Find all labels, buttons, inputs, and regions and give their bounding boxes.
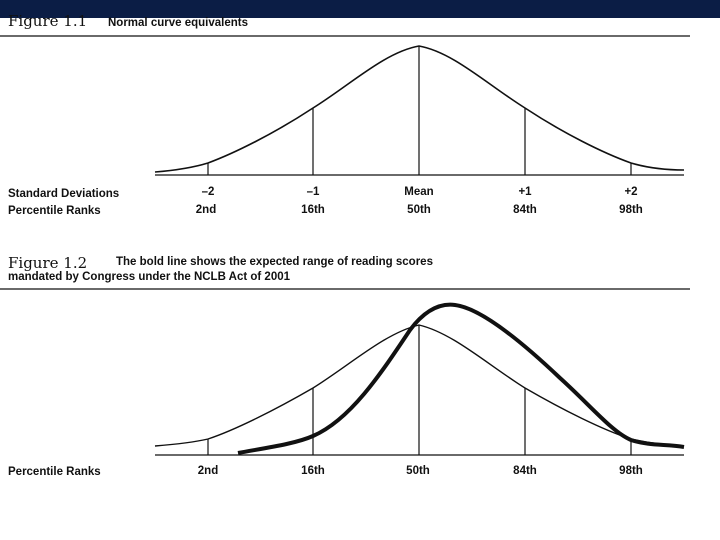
fig1-sd-tick-minus2: –2 (201, 186, 215, 198)
scanned-page (0, 18, 696, 515)
slide-header-bar (0, 0, 720, 18)
fig2-pr-tick-2nd: 2nd (197, 465, 219, 477)
fig1-pr-tick-98th: 98th (619, 204, 643, 216)
fig2-pr-tick-16th: 16th (301, 465, 325, 477)
fig1-pr-tick-50th: 50th (407, 204, 431, 216)
fig2-pr-tick-84th: 84th (513, 465, 537, 477)
fig1-standard-deviations-label: Standard Deviations (8, 188, 120, 200)
fig1-sd-tick-mean: Mean (404, 186, 434, 198)
fig2-pr-tick-50th: 50th (406, 465, 430, 477)
figure-1-number: Figure 1.1 (8, 12, 88, 30)
figure-2-number: Figure 1.2 (8, 254, 88, 272)
fig1-pr-tick-2nd: 2nd (195, 204, 217, 216)
fig2-bold-expected-curve (237, 302, 685, 455)
fig1-sd-tick-plus1: +1 (518, 186, 532, 198)
fig2-pr-tick-98th: 98th (619, 465, 643, 477)
figure-2-caption-line2: mandated by Congress under the NCLB Act … (8, 271, 291, 283)
fig1-sd-tick-plus2: +2 (624, 186, 638, 198)
page-margin-right (696, 18, 720, 540)
figure-2-caption-line1: The bold line shows the expected range o… (116, 256, 433, 268)
fig1-sd-tick-minus1: –1 (306, 186, 320, 198)
fig2-percentile-ranks-label: Percentile Ranks (8, 466, 101, 478)
fig1-pr-tick-16th: 16th (301, 204, 325, 216)
fig1-percentile-ranks-label: Percentile Ranks (8, 205, 101, 217)
figure-1-caption: Normal curve equivalents (108, 17, 248, 29)
fig1-pr-tick-84th: 84th (513, 204, 537, 216)
page-margin-bottom (0, 515, 720, 540)
